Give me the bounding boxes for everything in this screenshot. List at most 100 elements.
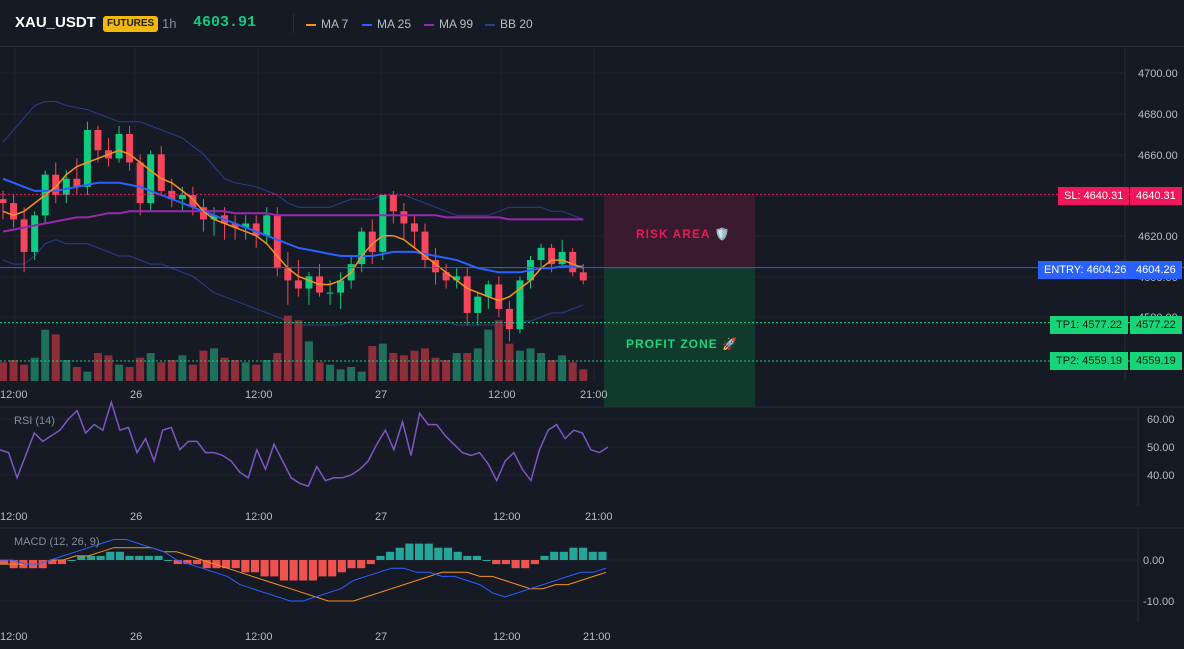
- bb-lower-line: [2, 239, 584, 326]
- macd-hist-bar: [328, 560, 337, 577]
- symbol-name[interactable]: XAU_USDT: [15, 14, 96, 31]
- legend-ma25[interactable]: MA 25: [362, 15, 411, 33]
- macd-hist-bar: [183, 560, 192, 565]
- macd-hist-bar: [260, 560, 269, 577]
- macd-hist-bar: [357, 560, 366, 569]
- candle-body: [484, 284, 492, 297]
- macd-hist-bar: [125, 555, 134, 560]
- candle-body: [178, 195, 186, 200]
- volume-bar: [51, 334, 60, 381]
- volume-bar: [199, 350, 208, 381]
- macd-hist-bar: [241, 560, 250, 573]
- candle-body: [368, 231, 376, 252]
- macd-hist-bar: [154, 555, 163, 560]
- candle-body: [0, 199, 7, 204]
- tp1-tag[interactable]: TP1: 4577.22: [1050, 316, 1129, 334]
- ma7-line: [2, 149, 584, 302]
- macd-hist-bar: [463, 555, 472, 560]
- time-tick-label: 27: [375, 389, 387, 401]
- macd-hist-bar: [579, 547, 588, 560]
- chart-header: XAU_USDT FUTURES 1h 4603.91 MA 7 MA 25 M…: [0, 0, 1184, 47]
- volume-bar: [442, 360, 451, 381]
- rsi-time-label: 12:00: [0, 511, 28, 523]
- candle-body: [189, 195, 197, 208]
- macd-hist-bar: [443, 547, 453, 560]
- macd-hist-bar: [173, 560, 182, 565]
- volume-bar: [20, 364, 29, 381]
- volume-bar: [463, 353, 472, 381]
- candle-body: [305, 276, 313, 289]
- candle-body: [94, 129, 102, 151]
- legend-ma7[interactable]: MA 7: [306, 15, 348, 33]
- macd-hist-bar: [289, 560, 298, 581]
- macd-pane: 0.00 -10.00 12:00 26 12:00 27 12:00 21:00: [0, 529, 1174, 643]
- macd-hist-bar: [221, 560, 231, 569]
- time-tick-label: 12:00: [245, 389, 273, 401]
- rsi-time-label: 27: [375, 511, 387, 523]
- macd-hist-bar: [270, 560, 279, 577]
- volume-bar: [0, 362, 7, 381]
- volume-bar: [283, 315, 292, 381]
- candle-body: [516, 280, 524, 330]
- macd-hist-bar: [299, 560, 308, 581]
- candle-body: [20, 219, 28, 252]
- macd-hist-bar: [77, 555, 86, 560]
- candle-body: [442, 272, 450, 281]
- volume-bar: [336, 369, 345, 381]
- candle-body: [569, 251, 577, 273]
- macd-hist-bar: [164, 560, 173, 561]
- macd-tick-label: -10.00: [1143, 596, 1174, 608]
- legend-bb20[interactable]: BB 20: [485, 15, 533, 33]
- rsi-title: RSI (14): [14, 415, 55, 427]
- volume-bar: [410, 350, 419, 381]
- volume-bar: [157, 362, 166, 381]
- legend-ma99[interactable]: MA 99: [424, 15, 473, 33]
- macd-hist-bar: [279, 560, 289, 581]
- volume-bar: [231, 360, 240, 381]
- interval-label[interactable]: 1h: [162, 16, 177, 31]
- risk-area-label: RISK AREA 🛡️: [636, 227, 731, 241]
- candle-body: [157, 154, 165, 191]
- candle-body: [252, 223, 260, 236]
- candle-body: [10, 203, 18, 220]
- volume-bar: [294, 320, 303, 381]
- volume-bar: [473, 348, 482, 381]
- rsi-pane: 60.00 50.00 40.00 12:00 26 12:00 27 12:00 21:00: [0, 399, 1184, 529]
- candle-body: [199, 207, 207, 220]
- sl-tag[interactable]: SL: 4640.31: [1058, 187, 1130, 205]
- volume-bar: [72, 367, 81, 381]
- legend-ma99-label: MA 99: [439, 17, 474, 31]
- volume-bar: [41, 329, 50, 381]
- time-tick-label: 21:00: [580, 389, 608, 401]
- trade-zones: [604, 194, 755, 407]
- volume-bar: [357, 371, 366, 381]
- macd-hist-bar: [250, 560, 260, 573]
- candle-body: [31, 215, 39, 252]
- candle-body: [337, 280, 345, 293]
- candle-body: [453, 276, 461, 281]
- profit-zone-label: PROFIT ZONE 🚀: [626, 337, 738, 351]
- macd-hist-bar: [0, 560, 9, 565]
- last-price: 4603.91: [193, 14, 257, 31]
- macd-hist-bar: [106, 551, 115, 560]
- macd-time-label: 12:00: [0, 631, 28, 643]
- volume-bar: [178, 355, 187, 381]
- volume-bar: [378, 343, 387, 381]
- moving-averages: [2, 149, 584, 302]
- time-tick-label: 26: [130, 389, 142, 401]
- entry-tag[interactable]: ENTRY: 4604.26: [1038, 261, 1133, 279]
- macd-hist-bar: [48, 560, 57, 565]
- macd-hist-bar: [598, 551, 607, 560]
- ma99-swatch: [424, 23, 434, 26]
- macd-time-label: 12:00: [493, 631, 521, 643]
- candle-body: [548, 247, 556, 265]
- grid-lines: [0, 48, 1126, 381]
- volume-bar: [368, 346, 377, 381]
- ma7-swatch: [306, 23, 316, 26]
- tp2-tag[interactable]: TP2: 4559.19: [1050, 352, 1129, 370]
- macd-hist-bar: [395, 547, 404, 560]
- volume-bar: [537, 353, 546, 381]
- candle-body: [421, 231, 429, 261]
- macd-hist-bar: [96, 555, 105, 560]
